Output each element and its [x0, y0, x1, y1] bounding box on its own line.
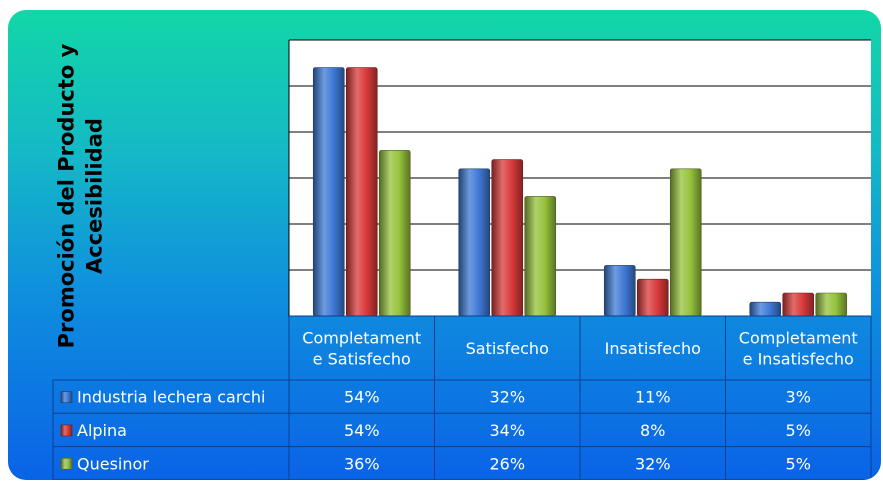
legend-label-alpina: Alpina: [77, 421, 127, 440]
x-tick-label-insatisfecho: Insatisfecho: [605, 339, 701, 358]
data-label-quesinor-completamente-insatisfecho: 5%: [786, 454, 811, 473]
data-label-quesinor-completamente-satisfecho: 36%: [344, 454, 380, 473]
data-label-industria-lechera-carchi-satisfecho: 32%: [489, 388, 525, 407]
bar-industria-lechera-carchi-satisfecho: [458, 168, 491, 317]
data-label-industria-lechera-carchi-insatisfecho: 11%: [635, 388, 671, 407]
legend-key-industria-lechera-carchi: [60, 391, 73, 403]
bar-quesinor-completamente-insatisfecho: [815, 292, 848, 317]
x-tick-label-completamente-satisfecho: Completament e Satisfecho: [302, 329, 421, 369]
x-tick-label-completamente-insatisfecho: Completament e Insatisfecho: [739, 329, 858, 369]
legend-key-quesinor: [60, 457, 73, 470]
bar-chart: Completament e Satisfecho Satisfecho Insati…: [52, 39, 872, 480]
data-label-quesinor-satisfecho: 26%: [489, 454, 525, 473]
data-label-alpina-completamente-insatisfecho: 5%: [786, 421, 811, 440]
bar-quesinor-insatisfecho: [669, 168, 702, 317]
data-label-industria-lechera-carchi-completamente-insatisfecho: 3%: [786, 388, 811, 407]
data-label-alpina-satisfecho: 34%: [489, 421, 525, 440]
legend-label-industria-lechera-carchi: Industria lechera carchi: [77, 388, 265, 407]
bar-alpina-completamente-insatisfecho: [782, 292, 815, 317]
data-label-alpina-insatisfecho: 8%: [640, 421, 665, 440]
legend-label-quesinor: Quesinor: [77, 454, 149, 473]
chart-card: Promoción del Producto y Accesibilidad C…: [8, 10, 881, 480]
bar-industria-lechera-carchi-insatisfecho: [603, 265, 636, 317]
bar-industria-lechera-carchi-completamente-insatisfecho: [749, 301, 782, 317]
bar-industria-lechera-carchi-completamente-satisfecho: [312, 67, 345, 317]
data-label-alpina-completamente-satisfecho: 54%: [344, 421, 380, 440]
data-label-quesinor-insatisfecho: 32%: [635, 454, 671, 473]
bar-alpina-satisfecho: [491, 159, 524, 317]
x-tick-label-satisfecho: Satisfecho: [466, 339, 549, 358]
bar-alpina-insatisfecho: [636, 278, 669, 317]
bar-quesinor-completamente-satisfecho: [378, 150, 411, 317]
bar-alpina-completamente-satisfecho: [345, 67, 378, 317]
data-label-industria-lechera-carchi-completamente-satisfecho: 54%: [344, 388, 380, 407]
bar-quesinor-satisfecho: [524, 196, 557, 317]
legend-key-alpina: [60, 424, 73, 437]
